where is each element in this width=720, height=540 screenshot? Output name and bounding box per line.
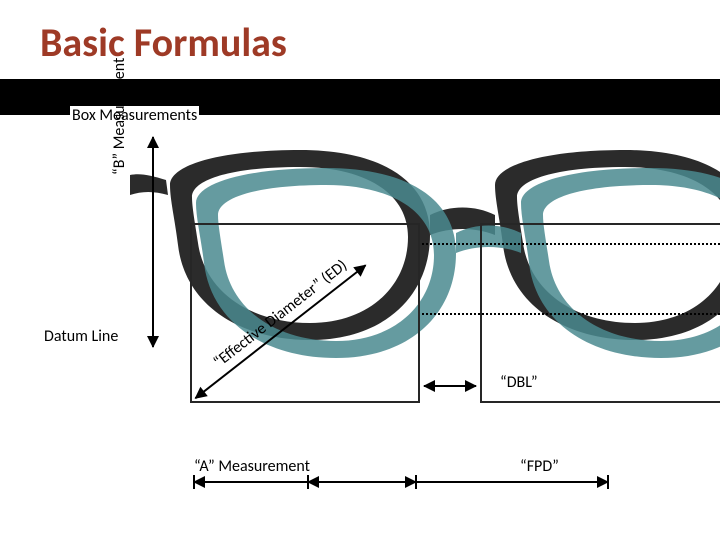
header-bar: Box Measurements	[0, 79, 720, 115]
b-measurement-arrow	[152, 137, 154, 347]
fpd-label: “FPD”	[520, 457, 559, 476]
datum-line-label: Datum Line	[44, 327, 118, 346]
dbl-label: “DBL”	[500, 373, 538, 392]
fpd-arrow	[308, 481, 608, 483]
b-measurement-label: “B” Measurement	[110, 58, 129, 175]
a-measurement-label: “A” Measurement	[194, 457, 310, 476]
dotted-guide	[422, 313, 504, 315]
dotted-guide	[422, 243, 504, 245]
page-title: Basic Formulas	[40, 18, 720, 67]
dbl-arrow	[424, 385, 476, 387]
dotted-guide	[506, 243, 720, 245]
dotted-guide	[506, 313, 720, 315]
diagram-area: “B” Measurement Datum Line “Effective Di…	[0, 115, 720, 535]
